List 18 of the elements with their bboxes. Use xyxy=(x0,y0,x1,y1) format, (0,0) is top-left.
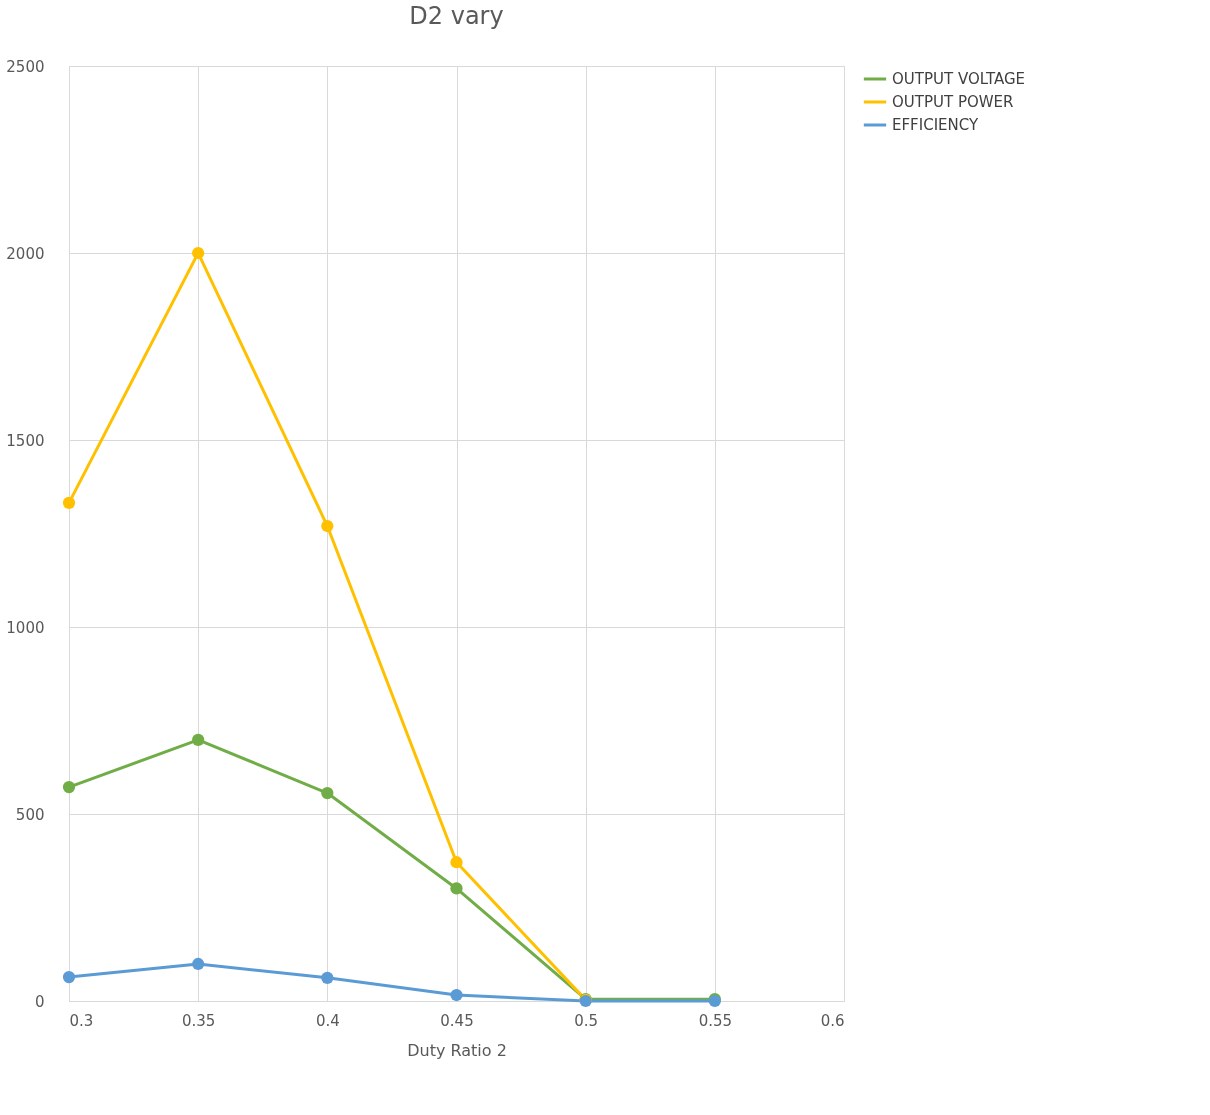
y-tick-label: 500 xyxy=(15,805,45,824)
legend-label: EFFICIENCY xyxy=(892,116,979,134)
x-tick-label: 0.4 xyxy=(315,1011,340,1030)
y-tick-label: 1500 xyxy=(6,431,45,450)
x-tick-label: 0.5 xyxy=(574,1011,599,1030)
x-tick-label: 0.55 xyxy=(698,1011,733,1030)
y-tick-label: 1000 xyxy=(6,618,45,637)
x-tick-label: 0.35 xyxy=(181,1011,216,1030)
y-tick-label: 0 xyxy=(34,992,45,1011)
x-tick-label: 0.3 xyxy=(69,1011,94,1030)
x-axis-title: Duty Ratio 2 xyxy=(407,1040,507,1060)
x-tick-label: 0.6 xyxy=(820,1011,845,1030)
legend-label: OUTPUT VOLTAGE xyxy=(892,70,1026,88)
chart-title: D2 vary xyxy=(409,2,504,30)
y-tick-label: 2500 xyxy=(6,57,45,76)
x-tick-label: 0.45 xyxy=(440,1011,474,1030)
y-tick-label: 2000 xyxy=(6,244,45,263)
legend-label: OUTPUT POWER xyxy=(892,93,1014,111)
